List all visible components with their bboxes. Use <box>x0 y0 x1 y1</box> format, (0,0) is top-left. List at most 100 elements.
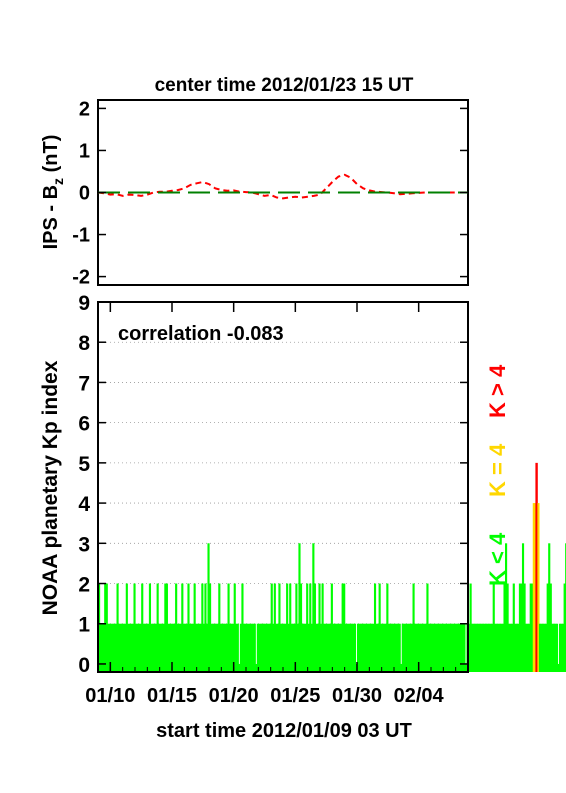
kp-bar-low <box>113 623 116 672</box>
kp-y-tick-label: 0 <box>78 654 90 677</box>
kp-bar-low <box>480 623 483 672</box>
kp-bar-low <box>246 623 249 672</box>
kp-bar-low <box>458 623 461 672</box>
kp-bar-low <box>457 623 460 672</box>
kp-bar-low <box>284 623 287 672</box>
kp-bar-low <box>175 583 178 672</box>
kp-bar-low <box>235 623 238 672</box>
kp-bar-low <box>283 623 286 672</box>
kp-bar-low <box>122 623 125 672</box>
top-y-tick-label: 0 <box>79 183 90 205</box>
kp-bar-low <box>304 623 307 672</box>
kp-bar-low <box>114 623 118 672</box>
kp-bar-low <box>255 663 258 672</box>
kp-bar-low <box>412 583 415 672</box>
top-y-tick-label: 1 <box>79 140 90 162</box>
kp-bar-low <box>526 623 529 672</box>
top-y-axis-label-unit: (nT) <box>40 135 62 178</box>
kp-bar-low <box>327 623 330 672</box>
kp-bar-low <box>159 623 162 672</box>
kp-bar-low <box>452 623 455 672</box>
kp-bar-low <box>384 623 387 672</box>
kp-bar-low <box>511 623 514 672</box>
kp-bar-low <box>492 583 495 672</box>
kp-bar-low <box>128 623 131 672</box>
kp-bar-low <box>545 623 548 672</box>
kp-bar-low <box>155 623 158 672</box>
kp-bar-low <box>307 623 310 672</box>
kp-bar-low <box>158 623 161 672</box>
kp-bar-low <box>287 623 290 672</box>
kp-bar-low <box>130 623 133 672</box>
kp-bar-low <box>236 623 239 672</box>
kp-bar-low <box>512 583 515 672</box>
kp-y-ticks: 9 8 7 6 5 4 3 2 1 0 <box>78 292 468 677</box>
kp-bar-low <box>353 623 357 672</box>
kp-bar-low <box>102 623 105 672</box>
kp-y-tick-label: 5 <box>78 453 90 476</box>
kp-bar-low <box>168 623 172 672</box>
kp-y-tick-label: 8 <box>78 332 90 355</box>
kp-bar-low <box>454 623 457 672</box>
kp-bar-low <box>370 623 374 672</box>
kp-bar-low <box>153 623 156 672</box>
kp-bar-low <box>264 623 267 672</box>
kp-bar-low <box>338 623 341 672</box>
kp-bar-low <box>142 623 145 672</box>
kp-y-tick-label: 2 <box>78 574 90 597</box>
kp-bar-low <box>378 583 381 672</box>
kp-bar-low <box>116 583 119 672</box>
kp-bar-low <box>259 623 263 672</box>
kp-bar-low <box>201 583 204 672</box>
top-y-axis-label-sub: z <box>50 178 66 185</box>
kp-bar-low <box>224 623 227 672</box>
kp-bar-low <box>409 623 412 672</box>
kp-bar-low <box>437 623 440 672</box>
kp-bar-low <box>369 623 372 672</box>
kp-bar-low <box>101 623 104 672</box>
kp-bar-low <box>397 623 400 672</box>
kp-bar-low <box>252 623 255 672</box>
kp-bar-low <box>139 623 142 672</box>
kp-bar-low <box>560 623 563 672</box>
kp-bar-low <box>292 623 295 672</box>
legend-k-lt-4: K < 4 <box>485 532 510 586</box>
kp-bar-low <box>486 623 489 672</box>
kp-bar-low <box>150 623 153 672</box>
kp-bar-low <box>127 623 130 672</box>
kp-x-tick-label: 01/30 <box>332 685 382 707</box>
kp-bar-low <box>518 583 522 672</box>
kp-bar-low <box>540 623 543 672</box>
kp-bar-low <box>424 623 427 672</box>
kp-bar-low <box>173 623 176 672</box>
kp-bar-low <box>213 623 216 672</box>
kp-bar-low <box>500 623 503 672</box>
kp-bar-low <box>403 623 406 672</box>
kp-bar-low <box>193 583 196 672</box>
kp-bar-low <box>270 583 273 672</box>
kp-bar-mid <box>534 503 537 672</box>
kp-bar-low <box>121 623 124 672</box>
kp-bar-low <box>118 623 121 672</box>
top-y-axis-label: IPS - Bz (nT) <box>40 135 66 250</box>
kp-bar-low <box>438 623 441 672</box>
kp-bar-low <box>495 623 498 672</box>
kp-bar-low <box>427 623 431 672</box>
kp-bar-low <box>165 583 168 672</box>
kp-bar-low <box>426 583 429 672</box>
kp-bar-low <box>431 623 434 672</box>
kp-bar-low <box>199 623 202 672</box>
kp-bar-low <box>209 583 212 672</box>
kp-bar-low <box>543 623 546 672</box>
kp-bar-low <box>529 583 532 672</box>
kp-bar-low <box>227 583 230 672</box>
kp-bar-low <box>410 623 414 672</box>
kp-bar-low <box>295 583 298 672</box>
kp-bar-low <box>181 583 184 672</box>
kp-bar-low <box>491 623 494 672</box>
kp-bar-low <box>414 623 417 672</box>
kp-bar-low <box>321 583 324 672</box>
kp-bar-low <box>98 583 101 672</box>
top-title: center time 2012/01/23 15 UT <box>155 75 414 96</box>
legend-k-eq-4: K = 4 <box>485 443 510 497</box>
